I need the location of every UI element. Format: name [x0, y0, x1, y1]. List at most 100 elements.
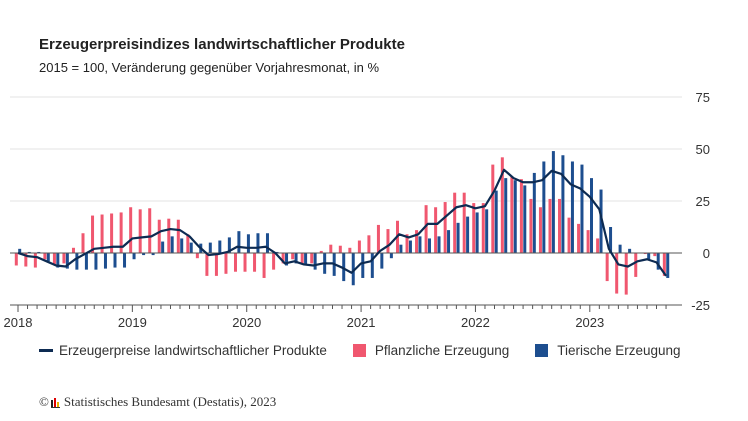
legend-swatch-line	[39, 349, 53, 352]
copyright-symbol: ©	[39, 394, 49, 409]
bar-tierisch	[447, 230, 451, 253]
bar-pflanzlich	[195, 253, 199, 259]
bar-pflanzlich	[300, 253, 304, 264]
bar-pflanzlich	[415, 230, 419, 253]
x-tick-label: 2019	[118, 315, 147, 330]
bar-tierisch	[313, 253, 317, 270]
bar-pflanzlich	[367, 235, 371, 253]
bar-tierisch	[399, 244, 403, 253]
bar-pflanzlich	[205, 253, 209, 276]
bar-tierisch	[418, 236, 422, 253]
bar-tierisch	[628, 248, 632, 253]
bar-tierisch	[380, 253, 384, 269]
bar-tierisch	[113, 253, 117, 268]
bar-tierisch	[542, 161, 546, 253]
bar-tierisch	[647, 253, 651, 261]
bar-pflanzlich	[424, 205, 428, 253]
bar-tierisch	[123, 253, 127, 268]
x-tick-label: 2018	[4, 315, 33, 330]
bar-tierisch	[427, 238, 431, 253]
bar-pflanzlich	[100, 214, 104, 253]
bar-tierisch	[389, 253, 393, 259]
bar-tierisch	[218, 240, 222, 253]
y-tick-label: 75	[696, 90, 710, 105]
destatis-logo-icon	[50, 397, 60, 408]
bar-tierisch	[46, 253, 50, 262]
bar-pflanzlich	[138, 209, 142, 253]
bar-pflanzlich	[224, 253, 228, 274]
bar-tierisch	[27, 251, 31, 253]
bar-pflanzlich	[567, 217, 571, 253]
bar-pflanzlich	[262, 253, 266, 278]
bar-pflanzlich	[243, 253, 247, 272]
bar-tierisch	[513, 180, 517, 253]
bar-tierisch	[151, 253, 155, 256]
bar-tierisch	[237, 231, 241, 253]
bar-pflanzlich	[62, 253, 66, 264]
bar-pflanzlich	[186, 234, 190, 253]
bar-pflanzlich	[119, 212, 123, 253]
bar-tierisch	[132, 253, 136, 260]
bar-tierisch	[170, 236, 174, 253]
bar-pflanzlich	[24, 253, 28, 267]
bar-pflanzlich	[443, 202, 447, 253]
bar-tierisch	[65, 253, 69, 269]
bar-pflanzlich	[500, 157, 504, 253]
bar-tierisch	[590, 178, 593, 253]
bar-pflanzlich	[481, 203, 485, 253]
bar-tierisch	[485, 209, 489, 253]
bar-pflanzlich	[357, 240, 361, 253]
chart-subtitle: 2015 = 100, Veränderung gegenüber Vorjah…	[39, 60, 380, 75]
bar-tierisch	[189, 242, 193, 253]
bar-pflanzlich	[453, 192, 457, 253]
bar-tierisch	[656, 253, 660, 270]
x-tick-label: 2021	[347, 315, 376, 330]
bar-tierisch	[285, 253, 289, 266]
bar-pflanzlich	[14, 253, 18, 266]
bar-tierisch	[275, 251, 279, 253]
bar-pflanzlich	[405, 234, 409, 253]
bar-pflanzlich	[157, 219, 161, 253]
chart-svg: 75 50 25 0 -25 2018 2019 2020 2021 2022 2023	[4, 90, 710, 330]
bar-tierisch	[304, 253, 308, 266]
bar-pflanzlich	[529, 198, 533, 253]
bar-tierisch	[351, 253, 355, 286]
bar-tierisch	[551, 151, 555, 253]
bar-pflanzlich	[233, 253, 237, 272]
bar-pflanzlich	[538, 207, 542, 253]
bar-pflanzlich	[596, 238, 600, 253]
bar-tierisch	[37, 251, 41, 253]
bar-pflanzlich	[81, 233, 85, 253]
bar-tierisch	[161, 241, 165, 253]
bar-pflanzlich	[462, 192, 466, 253]
y-tick-label: 50	[696, 142, 710, 157]
y-tick-label: -25	[691, 298, 710, 313]
legend-item-pflanzlich: Pflanzliche Erzeugung	[352, 343, 509, 358]
bar-tierisch	[370, 253, 374, 278]
bar-pflanzlich	[491, 164, 495, 253]
bar-pflanzlich	[91, 215, 95, 253]
bar-pflanzlich	[653, 253, 657, 257]
bar-tierisch	[580, 164, 584, 253]
legend-swatch-pink	[352, 344, 366, 357]
bar-pflanzlich	[472, 203, 476, 253]
bar-pflanzlich	[291, 253, 295, 260]
bar-pflanzlich	[586, 230, 590, 253]
bar-pflanzlich	[376, 224, 380, 253]
y-tick-label: 0	[703, 246, 710, 261]
legend-swatch-blue	[535, 344, 549, 357]
bar-pflanzlich	[558, 198, 562, 253]
bar-pflanzlich	[510, 177, 514, 253]
bar-pflanzlich	[624, 253, 628, 295]
bar-pflanzlich	[310, 253, 314, 264]
bar-pflanzlich	[348, 247, 352, 253]
bar-pflanzlich	[33, 253, 37, 268]
legend-label: Erzeugerpreise landwirtschaftlicher Prod…	[59, 343, 327, 358]
bar-tierisch	[523, 185, 527, 253]
legend-item-line: Erzeugerpreise landwirtschaftlicher Prod…	[39, 343, 327, 358]
bar-tierisch	[256, 233, 260, 253]
bar-tierisch	[437, 236, 441, 253]
bar-tierisch	[599, 189, 603, 253]
bar-tierisch	[494, 190, 498, 253]
bar-pflanzlich	[577, 223, 581, 253]
